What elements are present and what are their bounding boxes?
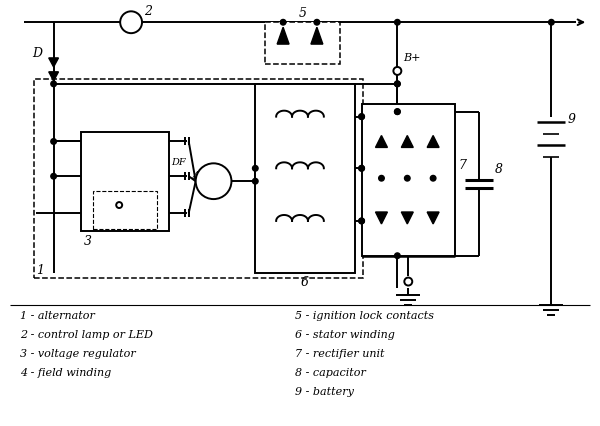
Circle shape (359, 219, 364, 224)
Circle shape (379, 176, 384, 181)
Circle shape (395, 82, 400, 87)
Circle shape (253, 166, 258, 172)
Text: W: W (85, 172, 97, 182)
Text: 1 - alternator: 1 - alternator (20, 311, 95, 321)
Text: 6: 6 (301, 275, 309, 288)
Text: 9: 9 (567, 113, 575, 126)
Circle shape (548, 20, 554, 26)
Polygon shape (401, 213, 413, 225)
Bar (82, 132, 169, 231)
Text: 5: 5 (298, 7, 307, 20)
Text: 4: 4 (191, 170, 199, 183)
Bar (255, 85, 355, 273)
Circle shape (395, 109, 400, 115)
Polygon shape (49, 73, 58, 82)
Text: 8: 8 (495, 163, 503, 176)
Circle shape (395, 253, 400, 259)
Text: <<: << (99, 155, 120, 168)
Text: D: D (85, 208, 94, 219)
Polygon shape (427, 213, 439, 225)
Circle shape (51, 82, 56, 87)
Circle shape (359, 115, 364, 120)
Polygon shape (376, 213, 388, 225)
Text: 7: 7 (459, 158, 467, 171)
Text: 7 - rectifier unit: 7 - rectifier unit (295, 348, 385, 358)
Polygon shape (49, 59, 58, 68)
Circle shape (395, 82, 400, 87)
Text: 4 - field winding: 4 - field winding (20, 367, 111, 377)
Circle shape (359, 166, 364, 172)
Circle shape (253, 179, 258, 184)
Text: 2 - control lamp or LED: 2 - control lamp or LED (20, 329, 153, 340)
Bar (265, 23, 340, 65)
Circle shape (51, 139, 56, 145)
Circle shape (404, 176, 410, 181)
Text: D: D (32, 46, 42, 59)
Bar (34, 80, 362, 278)
Text: 8 - capacitor: 8 - capacitor (295, 367, 366, 377)
Circle shape (120, 12, 142, 34)
Circle shape (280, 20, 286, 26)
Text: 6 - stator winding: 6 - stator winding (295, 329, 395, 340)
Text: DF: DF (171, 158, 185, 167)
Polygon shape (277, 28, 289, 45)
Bar (362, 104, 455, 256)
Circle shape (395, 20, 400, 26)
Circle shape (359, 115, 364, 120)
Circle shape (359, 219, 364, 224)
Polygon shape (401, 136, 413, 148)
Text: 3: 3 (83, 235, 91, 248)
Text: M: M (123, 201, 133, 210)
Text: 9 - battery: 9 - battery (295, 386, 354, 396)
Text: B+: B+ (403, 53, 421, 63)
Circle shape (51, 174, 56, 180)
Circle shape (116, 203, 122, 209)
Circle shape (314, 20, 320, 26)
Polygon shape (311, 28, 323, 45)
Text: B+: B+ (85, 140, 101, 149)
Circle shape (430, 176, 436, 181)
Polygon shape (427, 136, 439, 148)
Bar (94, 192, 157, 229)
Text: 3 - voltage regulator: 3 - voltage regulator (20, 348, 136, 358)
Circle shape (395, 109, 400, 115)
Circle shape (404, 278, 412, 286)
Text: 1: 1 (36, 264, 44, 276)
Circle shape (394, 68, 401, 76)
Circle shape (359, 166, 364, 172)
Polygon shape (376, 136, 388, 148)
Circle shape (196, 164, 232, 200)
Text: 2: 2 (144, 5, 152, 18)
Text: 5 - ignition lock contacts: 5 - ignition lock contacts (295, 311, 434, 321)
